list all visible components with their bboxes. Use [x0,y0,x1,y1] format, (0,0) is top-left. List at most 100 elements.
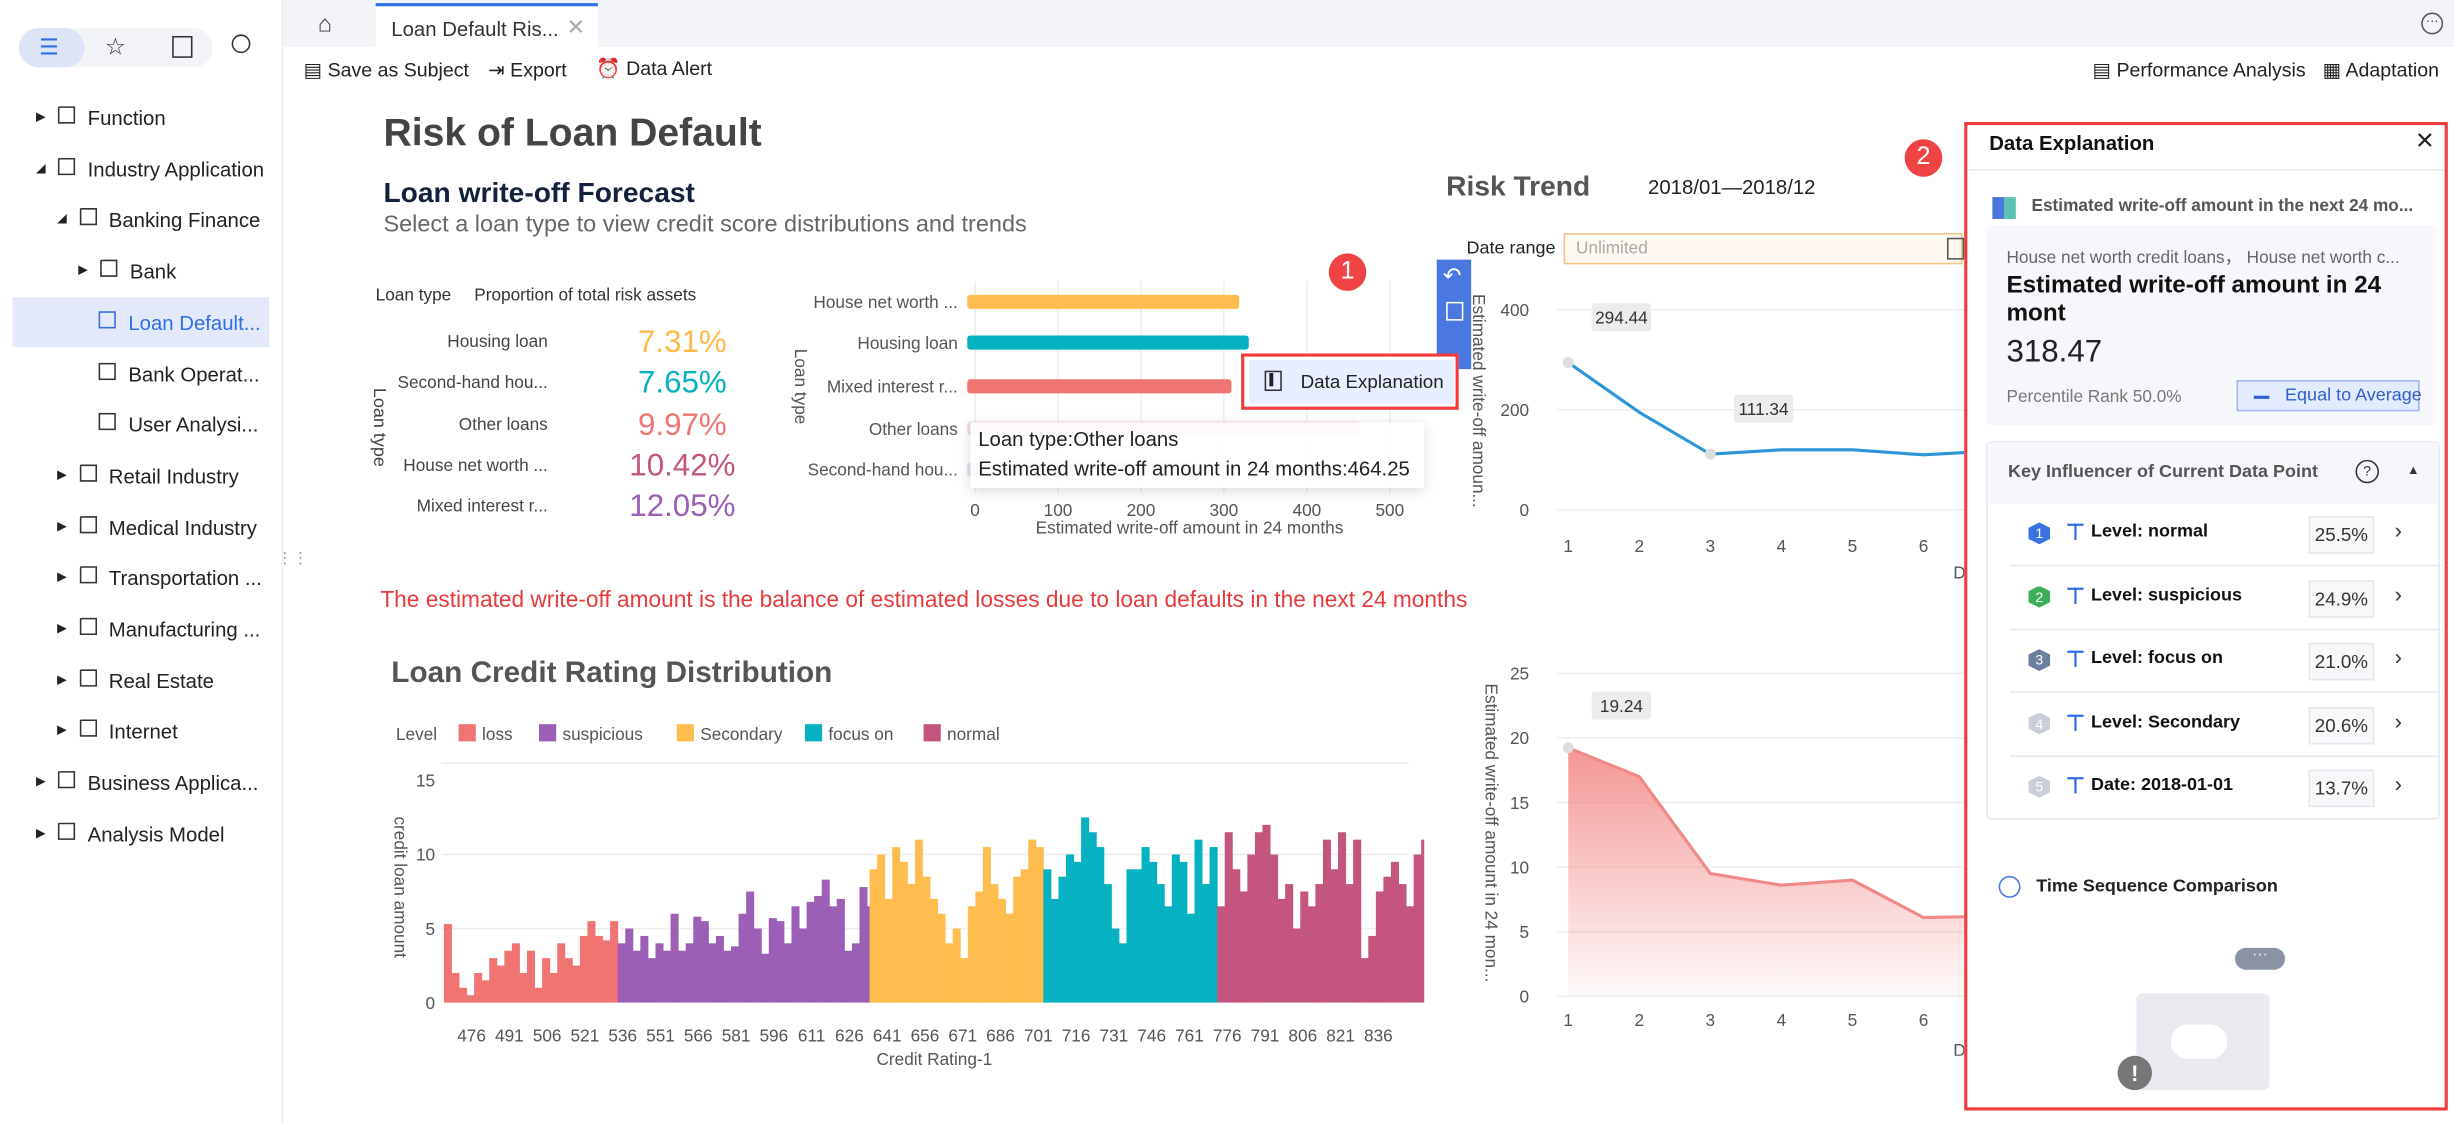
histogram-bar[interactable] [1050,898,1059,1003]
data-point[interactable] [1704,448,1716,460]
export-box-icon[interactable] [172,35,193,58]
data-alert-button[interactable]: ⏰ Data Alert [596,58,712,81]
histogram-bar[interactable] [670,913,679,1003]
histogram-bar[interactable] [1247,854,1256,1003]
histogram-bar[interactable] [1383,876,1392,1003]
histogram-bar[interactable] [1315,884,1324,1003]
histogram-bar[interactable] [1141,847,1150,1003]
histogram-bar[interactable] [489,958,498,1003]
histogram-bar[interactable] [1096,847,1105,1003]
histogram-bar[interactable] [945,943,954,1003]
sidebar-item[interactable]: ▶ Real Estate [0,655,282,705]
caret-right-icon[interactable]: ▶ [35,825,46,840]
histogram-bar[interactable] [1307,906,1316,1003]
histogram-bar[interactable] [731,946,740,1003]
star-icon[interactable]: ☆ [104,34,126,61]
caret-down-icon[interactable]: ◢ [57,211,67,226]
histogram-bar[interactable] [1338,832,1347,1003]
histogram-bar[interactable] [564,958,573,1003]
histogram-bar[interactable] [557,943,566,1003]
legend-swatch[interactable] [676,724,694,742]
influencer-row[interactable]: 2 ⊤ Level: suspicious 24.9% › [2009,565,2442,630]
histogram-bar[interactable] [511,943,520,1003]
histogram-bar[interactable] [458,987,468,1003]
histogram-bar[interactable] [738,913,747,1003]
histogram-bar[interactable] [821,879,830,1003]
histogram-bar[interactable] [572,965,581,1003]
histogram-bar[interactable] [1285,884,1294,1003]
histogram-bar[interactable] [761,953,770,1003]
histogram-bar[interactable] [869,869,878,1003]
histogram-bar[interactable] [814,895,823,1003]
histogram-bar[interactable] [922,876,931,1003]
histogram-bar[interactable] [844,950,853,1003]
histogram-bar[interactable] [632,950,641,1003]
histogram-bar[interactable] [595,935,604,1003]
histogram-bar[interactable] [451,972,460,1003]
histogram-bar[interactable] [1421,839,1425,1003]
histogram-bar[interactable] [937,913,946,1003]
sidebar-item[interactable]: ▶ Retail Industry [0,450,282,500]
histogram-bar[interactable] [1239,891,1248,1003]
histogram-bar[interactable] [1164,906,1173,1003]
histogram-bar[interactable] [1066,854,1075,1003]
histogram-bar[interactable] [1194,839,1203,1003]
histogram-bar[interactable] [466,995,475,1003]
histogram-bar[interactable] [1111,928,1120,1003]
histogram-bar[interactable] [1081,817,1090,1003]
histogram-bar[interactable] [1179,861,1188,1003]
histogram-bar[interactable] [534,987,543,1003]
adaptation-button[interactable]: ▦ Adaptation [2323,58,2439,81]
histogram-bar[interactable] [1270,854,1279,1003]
histogram-bar[interactable] [1368,935,1377,1003]
histogram-bar[interactable] [610,921,619,1003]
histogram-bar[interactable] [602,940,611,1003]
histogram-bar[interactable] [899,861,908,1003]
sidebar-item[interactable]: Bank Operat... [0,348,282,398]
bar[interactable] [967,335,1249,350]
histogram-bar[interactable] [1277,898,1286,1003]
chevron-right-icon[interactable]: › [2394,517,2402,543]
more-icon[interactable]: ··· [2421,12,2444,35]
histogram-bar[interactable] [1156,884,1165,1003]
histogram-bar[interactable] [693,916,702,1003]
histogram-bar[interactable] [1232,869,1241,1003]
sidebar-item[interactable]: User Analysi... [0,399,282,449]
histogram-bar[interactable] [884,898,893,1003]
histogram-bar[interactable] [1118,943,1127,1003]
area-line[interactable] [1567,746,1965,920]
tab-loan-default[interactable]: Loan Default Ris... ✕ [375,3,598,51]
sidebar-item[interactable]: ▶ Internet [0,706,282,756]
histogram-bar[interactable] [496,965,505,1003]
search-icon[interactable] [231,34,251,54]
influencer-row[interactable]: 5 ⊤ Date: 2018-01-01 13.7% › [2010,755,2442,818]
histogram-bar[interactable] [975,891,984,1003]
histogram-bar[interactable] [617,943,626,1003]
bar[interactable] [967,294,1240,309]
calendar-icon[interactable] [1946,237,1965,260]
sidebar-item[interactable]: ▶ Transportation ... [0,553,282,603]
close-tab-icon[interactable]: ✕ [566,14,585,40]
histogram-bar[interactable] [783,943,792,1003]
help-icon[interactable]: ? [2355,459,2379,484]
histogram-bar[interactable] [647,958,656,1003]
histogram-bar[interactable] [1088,832,1097,1003]
chevron-right-icon[interactable]: › [2394,581,2402,607]
histogram-bar[interactable] [1360,958,1369,1003]
histogram-bar[interactable] [877,854,886,1003]
save-as-subject-button[interactable]: ▤ Save as Subject [304,58,469,81]
collapse-caret-icon[interactable]: ▲ [2407,462,2420,478]
histogram-bar[interactable] [504,950,513,1003]
undo-icon[interactable]: ↶ [1443,262,1462,288]
influencer-row[interactable]: 4 ⊤ Level: Secondary 20.6% › [2009,692,2442,757]
histogram-bar[interactable] [678,950,687,1003]
sidebar-item[interactable]: ▶ Function [0,92,282,142]
legend-swatch[interactable] [458,724,476,742]
data-point[interactable] [1562,742,1574,754]
histogram-bar[interactable] [990,884,999,1003]
histogram-bar[interactable] [1043,869,1052,1003]
histogram-bar[interactable] [1028,839,1037,1003]
histogram-bar[interactable] [1171,854,1180,1003]
histogram-bar[interactable] [1413,854,1422,1003]
caret-right-icon[interactable]: ▶ [35,109,46,124]
